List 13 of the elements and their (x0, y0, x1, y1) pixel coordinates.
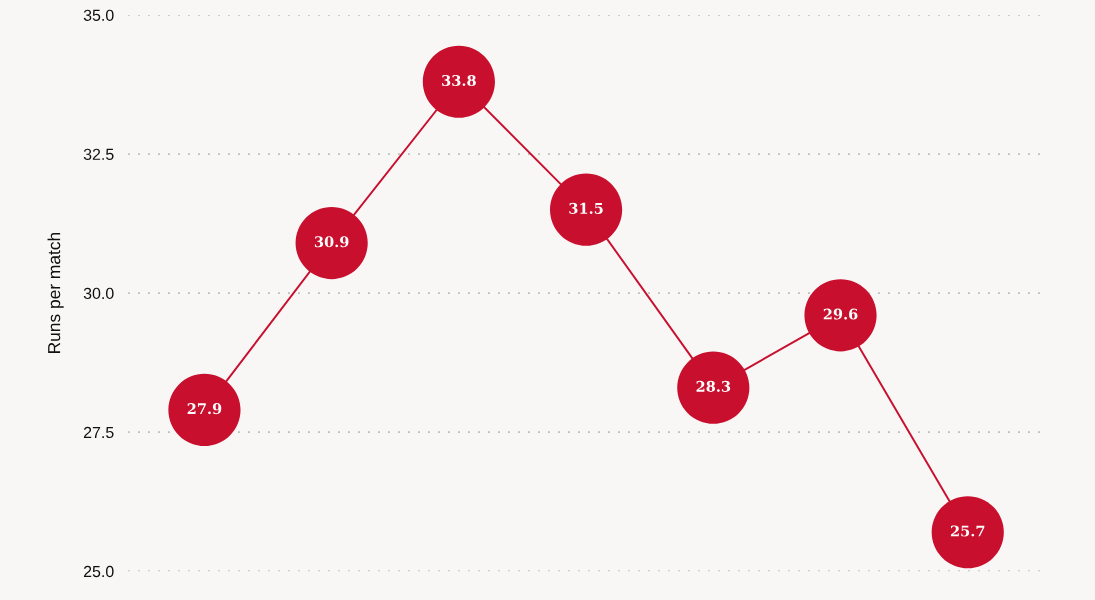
data-label: 31.5 (569, 202, 603, 214)
data-label: 27.9 (187, 403, 222, 415)
y-axis-title: Runs per match (47, 232, 64, 353)
data-label: 29.6 (823, 308, 858, 320)
data-label: 28.3 (696, 380, 731, 392)
y-tick-label: 30.0 (83, 287, 114, 300)
y-tick-label: 27.5 (83, 426, 114, 439)
data-label: 33.8 (442, 74, 476, 86)
y-tick-label: 35.0 (83, 9, 114, 21)
y-tick-label: 32.5 (83, 148, 114, 160)
data-label: 30.9 (314, 236, 349, 248)
y-tick-label: 25.0 (83, 565, 114, 578)
data-label: 25.7 (950, 525, 985, 537)
